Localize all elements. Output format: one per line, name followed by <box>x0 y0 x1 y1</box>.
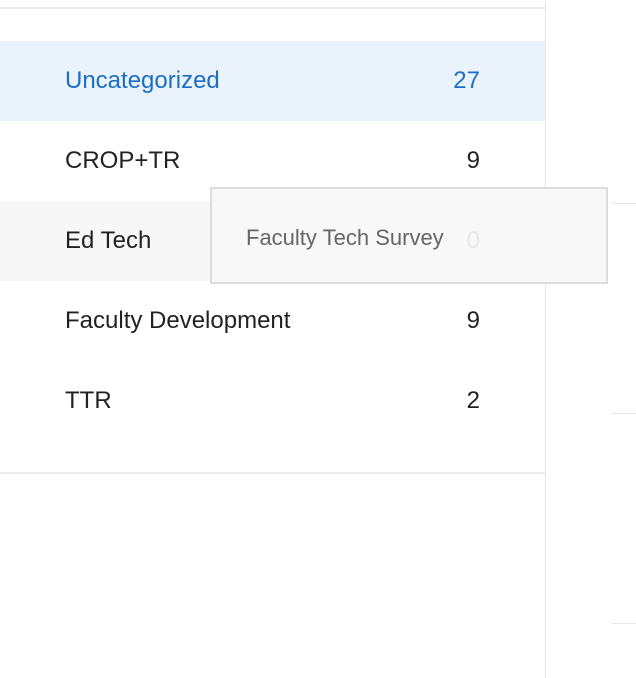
folder-name: Uncategorized <box>65 67 220 94</box>
folder-name: Faculty Development <box>65 307 291 334</box>
folder-count: 9 <box>466 147 480 174</box>
folder-count: 2 <box>466 387 480 414</box>
folder-row[interactable]: CROP+TR 9 <box>0 121 545 201</box>
drag-tooltip: Faculty Tech Survey <box>210 187 608 284</box>
folder-row[interactable]: TTR 2 <box>0 361 545 441</box>
divider <box>0 472 545 474</box>
folder-row[interactable]: Faculty Development 9 <box>0 281 545 361</box>
drag-label: Faculty Tech Survey <box>246 225 444 250</box>
divider <box>612 413 636 414</box>
folder-count: 27 <box>453 67 480 94</box>
divider <box>0 7 545 9</box>
folder-name: CROP+TR <box>65 147 181 174</box>
divider <box>612 623 636 624</box>
folder-name: TTR <box>65 387 112 414</box>
folder-row[interactable]: Uncategorized 27 <box>0 41 545 121</box>
folder-count: 9 <box>466 307 480 334</box>
divider <box>612 203 636 204</box>
folder-name: Ed Tech <box>65 227 152 254</box>
